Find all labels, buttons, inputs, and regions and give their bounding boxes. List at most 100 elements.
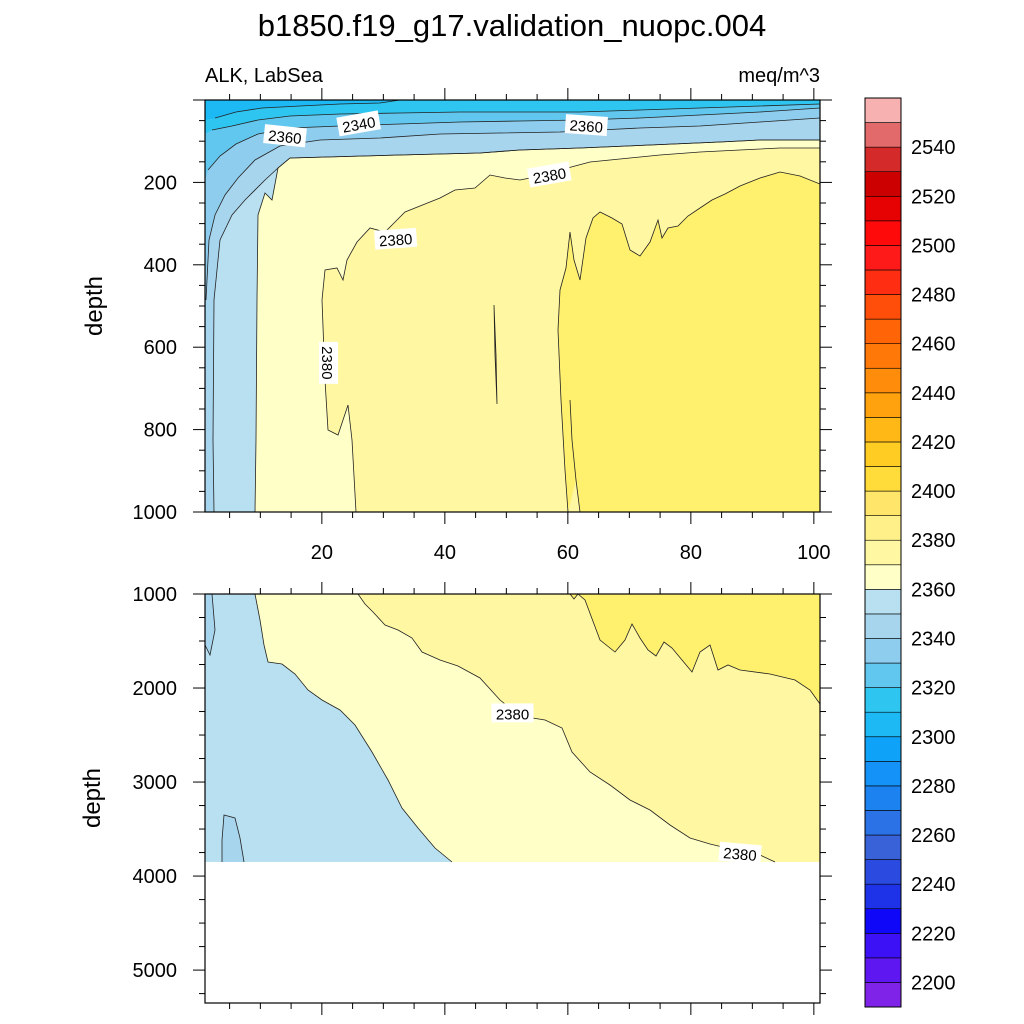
y-tick-label: 1000 bbox=[133, 584, 178, 606]
colorbar-swatch bbox=[864, 883, 902, 910]
colorbar-tick-label: 2540 bbox=[911, 137, 956, 159]
y-tick-label: 5000 bbox=[133, 960, 178, 982]
colorbar-swatch bbox=[864, 932, 902, 959]
colorbar-tick-label: 2260 bbox=[911, 825, 956, 847]
contour-label-text: 2380 bbox=[532, 165, 568, 188]
contour-label-background bbox=[526, 161, 572, 188]
x-tick-label: 20 bbox=[311, 542, 333, 564]
colorbar-swatch bbox=[864, 613, 902, 639]
colorbar-swatch bbox=[864, 957, 902, 983]
upper-contour-labels: 2360 2340 2360 2380 2380 2380 bbox=[263, 110, 608, 384]
units-label: meq/m^3 bbox=[738, 65, 820, 87]
colorbar-tick-label: 2240 bbox=[911, 874, 956, 896]
contour-label-text: 2340 bbox=[341, 114, 377, 137]
y-tick-label: 400 bbox=[144, 255, 177, 277]
contour-label-background bbox=[491, 703, 534, 723]
fill-2330-2340-surface bbox=[205, 100, 820, 134]
colorbar-tick-label: 2420 bbox=[911, 432, 956, 454]
fill-2360-2370-left-edge bbox=[205, 594, 215, 655]
colorbar-tick-label: 2500 bbox=[911, 235, 956, 257]
colorbar-swatch bbox=[864, 97, 902, 123]
contour-label-background bbox=[263, 124, 307, 148]
fill-2390-2400-upper bbox=[558, 172, 820, 512]
lower-plot-frame bbox=[204, 593, 821, 1004]
fill-2360-2370-pocket bbox=[222, 815, 244, 862]
colorbar-swatch bbox=[864, 367, 902, 394]
colorbar-swatch bbox=[864, 711, 902, 738]
fill-2380-2390-lower bbox=[358, 594, 820, 862]
contour-label-background bbox=[336, 110, 381, 137]
colorbar-swatch bbox=[864, 417, 902, 443]
contour-label-text: 2360 bbox=[267, 128, 302, 148]
colorbar-swatch bbox=[864, 294, 902, 320]
colorbar-swatch bbox=[864, 515, 902, 541]
y-tick-label: 2000 bbox=[133, 678, 178, 700]
upper-contour-fills bbox=[205, 100, 820, 512]
lower-axes: 1000 2000 3000 4000 5000 bbox=[133, 582, 832, 1015]
colorbar-swatch bbox=[864, 687, 902, 713]
colorbar-swatch bbox=[864, 908, 902, 934]
contour-label-background bbox=[319, 341, 338, 384]
colorbar-tick-label: 2320 bbox=[911, 678, 956, 700]
x-tick-label: 100 bbox=[797, 542, 830, 564]
colorbar-swatch bbox=[864, 318, 902, 344]
colorbar-tick-label: 2400 bbox=[911, 481, 956, 503]
colorbar-swatch bbox=[864, 982, 902, 1008]
lower-contour-fills bbox=[205, 594, 820, 863]
colorbar-tick-label: 2480 bbox=[911, 285, 956, 307]
contour-label: 2380 bbox=[318, 341, 338, 384]
contour-label-text: 2360 bbox=[569, 117, 603, 136]
fill-2390-2400-lower bbox=[570, 594, 820, 704]
y-tick-label: 200 bbox=[144, 172, 177, 194]
colorbar-swatch bbox=[864, 466, 902, 492]
upper-y-axis-label: depth bbox=[81, 276, 108, 336]
contour-label-text: 2380 bbox=[496, 706, 529, 723]
y-tick-label: 3000 bbox=[133, 772, 178, 794]
lower-panel: 1000 2000 3000 4000 5000 2380 2380 depth bbox=[79, 582, 832, 1015]
colorbar-tick-label: 2440 bbox=[911, 383, 956, 405]
contour-label-background bbox=[718, 841, 762, 865]
colorbar-swatch bbox=[864, 146, 902, 173]
contour-label: 2380 bbox=[374, 227, 418, 250]
colorbar-swatch bbox=[864, 834, 902, 860]
colorbar-tick-label: 2340 bbox=[911, 628, 956, 650]
colorbar-swatch bbox=[864, 810, 902, 836]
contour-label: 2380 bbox=[491, 703, 534, 723]
y-tick-label: 800 bbox=[144, 420, 177, 442]
colorbar-swatch bbox=[864, 269, 902, 295]
colorbar-swatch bbox=[864, 638, 902, 664]
contour-label: 2360 bbox=[564, 114, 608, 137]
contour-label-background bbox=[564, 114, 608, 136]
variable-region-label: ALK, LabSea bbox=[205, 65, 324, 87]
colorbar-swatch bbox=[864, 220, 902, 246]
colorbar-frame bbox=[864, 97, 902, 1008]
lower-contour-labels: 2380 2380 bbox=[491, 703, 762, 865]
y-tick-label: 4000 bbox=[133, 866, 178, 888]
lower-y-axis-label: depth bbox=[79, 768, 106, 828]
upper-axes: 200 400 600 800 1000 20 40 60 80 100 bbox=[133, 88, 832, 564]
colorbar-tick-label: 2280 bbox=[911, 776, 956, 798]
colorbar: 2200 2220 2240 2260 2280 2300 2320 2340 2360 2380… bbox=[864, 97, 956, 1008]
x-tick-label: 80 bbox=[680, 542, 702, 564]
x-tick-label: 60 bbox=[557, 542, 579, 564]
contour-label: 2380 bbox=[718, 841, 762, 865]
colorbar-swatch bbox=[864, 490, 902, 516]
contour-label-background bbox=[374, 227, 418, 250]
colorbar-tick-label: 2220 bbox=[911, 923, 956, 945]
y-tick-label: 1000 bbox=[133, 502, 178, 524]
upper-contour-lines bbox=[205, 100, 820, 512]
colorbar-tick-label: 2520 bbox=[911, 186, 956, 208]
colorbar-swatch bbox=[864, 859, 902, 885]
colorbar-swatch bbox=[864, 441, 902, 467]
colorbar-swatch bbox=[864, 761, 902, 787]
colorbar-swatch bbox=[864, 589, 902, 615]
colorbar-tick-label: 2460 bbox=[911, 334, 956, 356]
colorbar-swatch bbox=[864, 662, 902, 688]
contour-label-text: 2380 bbox=[318, 346, 335, 379]
contour-label: 2380 bbox=[526, 161, 572, 188]
colorbar-tick-label: 2380 bbox=[911, 530, 956, 552]
contour-label: 2340 bbox=[336, 110, 381, 137]
colorbar-swatch bbox=[864, 736, 902, 762]
